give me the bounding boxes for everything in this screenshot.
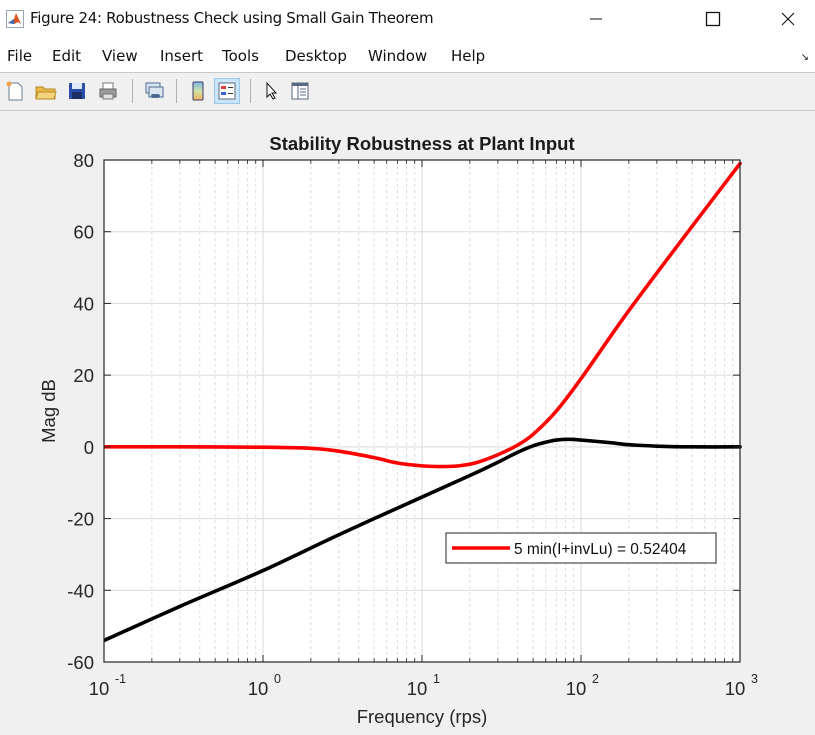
data-series xyxy=(104,161,742,643)
x-tick-label: 10 xyxy=(89,678,110,699)
red-curve xyxy=(104,161,742,469)
new-figure-button[interactable] xyxy=(2,78,28,104)
x-tick-label: 10 xyxy=(248,678,269,699)
x-tick-exponent: -1 xyxy=(115,672,126,686)
menu-view[interactable]: View xyxy=(102,47,138,65)
x-tick-label: 10 xyxy=(407,678,428,699)
minimize-button[interactable] xyxy=(573,0,619,38)
window-title: Figure 24: Robustness Check using Small … xyxy=(30,9,434,27)
matlab-logo-icon xyxy=(6,10,24,28)
insert-colorbar-button[interactable] xyxy=(185,78,211,104)
y-tick-label: -40 xyxy=(67,580,94,601)
chart-title: Stability Robustness at Plant Input xyxy=(269,133,574,154)
y-axis-label: Mag dB xyxy=(38,379,59,443)
x-tick-exponent: 0 xyxy=(274,672,281,686)
print-button[interactable] xyxy=(95,78,121,104)
title-bar: Figure 24: Robustness Check using Small … xyxy=(0,0,815,38)
edit-plot-button[interactable] xyxy=(259,78,285,104)
menu-desktop[interactable]: Desktop xyxy=(285,47,347,65)
toolbar-separator xyxy=(132,79,133,103)
open-file-button[interactable] xyxy=(33,78,59,104)
grid-lines xyxy=(103,160,741,662)
axis-ticks: 10 -1 10 0 10 1 10 2 10 3 80 60 40 20 0 -20 -40 -60 xyxy=(67,150,758,699)
print-icon xyxy=(99,82,117,100)
toolbar-separator xyxy=(176,79,177,103)
close-button[interactable] xyxy=(765,0,811,38)
new-figure-icon xyxy=(6,81,23,101)
menu-file[interactable]: File xyxy=(7,47,33,65)
figure-canvas: 10 -1 10 0 10 1 10 2 10 3 80 60 40 20 0 -20 -40 -60 Stabi… xyxy=(0,111,815,730)
legend[interactable]: 5 min(I+invLu) = 0.52404 xyxy=(445,532,717,564)
x-tick-exponent: 2 xyxy=(592,672,599,686)
menu-edit[interactable]: Edit xyxy=(52,47,82,65)
menu-help[interactable]: Help xyxy=(451,47,486,65)
save-button[interactable] xyxy=(64,78,90,104)
menu-window[interactable]: Window xyxy=(368,47,428,65)
close-icon xyxy=(781,12,795,26)
x-tick-exponent: 3 xyxy=(751,672,758,686)
maximize-icon xyxy=(705,11,721,27)
black-curve xyxy=(104,437,742,643)
colorbar-icon xyxy=(192,81,204,101)
figure-toolbar xyxy=(0,73,815,111)
open-file-icon xyxy=(35,86,57,100)
y-tick-label: 0 xyxy=(84,437,94,458)
menu-tools[interactable]: Tools xyxy=(222,47,259,65)
y-tick-label: -60 xyxy=(67,652,94,673)
y-tick-label: 60 xyxy=(73,222,94,243)
property-inspector-icon xyxy=(291,82,309,100)
menu-insert[interactable]: Insert xyxy=(160,47,204,65)
property-inspector-button[interactable] xyxy=(287,78,313,104)
minimize-icon xyxy=(590,18,602,20)
save-icon xyxy=(69,83,85,99)
axes[interactable]: 10 -1 10 0 10 1 10 2 10 3 80 60 40 20 0 -20 -40 -60 Stabi… xyxy=(0,111,815,730)
y-tick-label: -20 xyxy=(67,509,94,530)
dock-figure-icon[interactable]: ↘ xyxy=(800,52,809,63)
insert-legend-button[interactable] xyxy=(214,78,240,104)
toolbar-separator xyxy=(250,79,251,103)
x-axis-label: Frequency (rps) xyxy=(357,706,488,727)
link-plot-icon xyxy=(145,82,164,98)
x-tick-label: 10 xyxy=(725,678,746,699)
y-tick-label: 40 xyxy=(73,293,94,314)
y-tick-label: 80 xyxy=(73,150,94,171)
x-tick-exponent: 1 xyxy=(433,672,440,686)
x-tick-label: 10 xyxy=(566,678,587,699)
y-tick-label: 20 xyxy=(73,365,94,386)
link-plot-button[interactable] xyxy=(141,78,167,104)
legend-label: 5 min(I+invLu) = 0.52404 xyxy=(514,541,687,558)
legend-icon xyxy=(218,82,236,100)
menu-bar: File Edit View Insert Tools Desktop Wind… xyxy=(0,38,815,73)
maximize-button[interactable] xyxy=(690,0,736,38)
edit-plot-pointer-icon xyxy=(266,81,278,100)
